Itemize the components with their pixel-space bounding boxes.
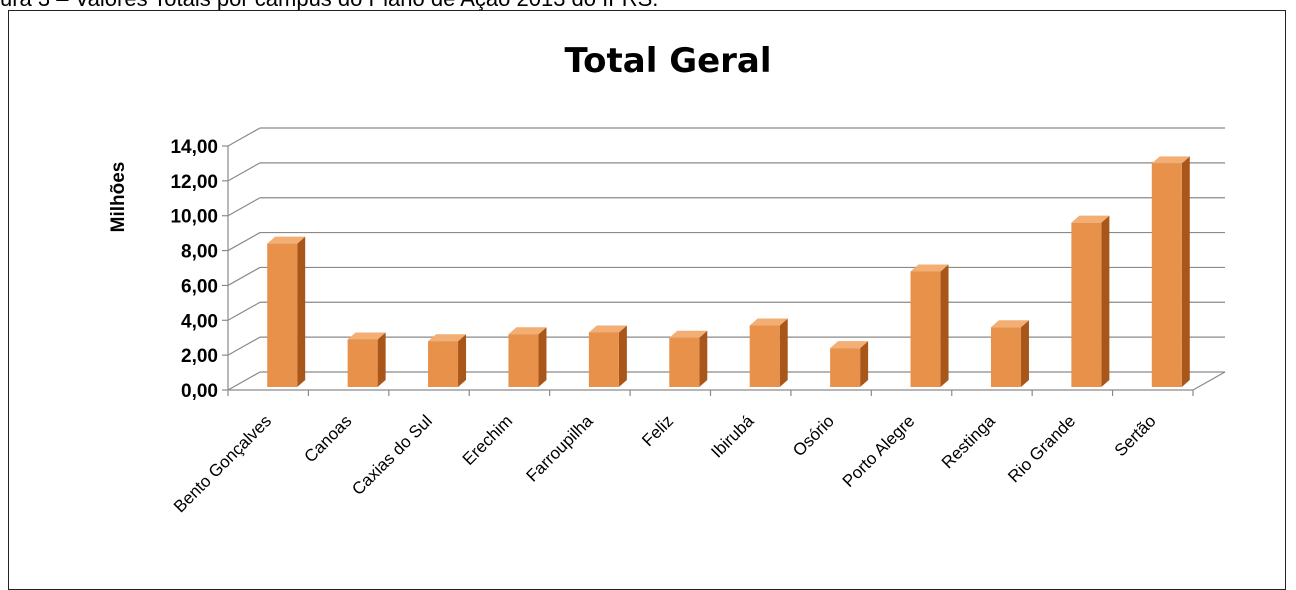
bar-front xyxy=(910,271,941,387)
x-category-label: Feliz xyxy=(638,411,677,450)
bar xyxy=(749,318,788,387)
bar-top xyxy=(1071,215,1110,223)
bar-top xyxy=(990,320,1029,328)
bar xyxy=(588,325,627,387)
bar-front xyxy=(267,243,298,387)
y-tick-label: 2,00 xyxy=(181,346,218,367)
grid-line-side xyxy=(227,127,261,147)
bar-top xyxy=(749,318,788,326)
bar xyxy=(267,236,306,387)
floor-edge xyxy=(1192,371,1226,391)
bar-side xyxy=(1181,156,1190,387)
bar-side xyxy=(1020,320,1029,387)
y-axis-label: Milhões xyxy=(108,162,129,233)
bar-side xyxy=(1101,215,1110,387)
x-category-label: Farroupilha xyxy=(522,411,597,486)
grid-line-side xyxy=(227,232,261,252)
x-category-label: Erechim xyxy=(459,411,517,469)
bar-top xyxy=(267,236,306,244)
bar-top xyxy=(347,332,386,340)
y-tick-label: 6,00 xyxy=(181,276,218,297)
bar-side xyxy=(779,318,788,387)
bar-front xyxy=(749,325,780,387)
bar-front xyxy=(508,334,539,387)
bar-side xyxy=(699,330,708,387)
grid-line-side xyxy=(227,266,261,286)
y-tick-label: 0,00 xyxy=(181,381,218,402)
grid-line-side xyxy=(227,371,261,391)
bar xyxy=(508,327,547,387)
grid-lines xyxy=(222,127,1226,396)
grid-line-side xyxy=(227,197,261,217)
y-tick-label: 8,00 xyxy=(181,242,218,263)
grid-line-side xyxy=(227,162,261,182)
x-category-label: Canoas xyxy=(301,411,356,466)
y-tick-label: 14,00 xyxy=(170,137,218,158)
x-category-label: Osório xyxy=(789,411,838,460)
bar-side xyxy=(618,325,627,387)
bar-top xyxy=(428,334,467,342)
bars xyxy=(267,156,1190,387)
bar-front xyxy=(1071,222,1102,387)
bar xyxy=(669,330,708,387)
bar-side xyxy=(860,341,869,387)
bar-top xyxy=(508,327,547,335)
bar xyxy=(428,334,467,387)
bar-top xyxy=(588,325,627,333)
y-tick-label: 10,00 xyxy=(170,207,218,228)
bar-side xyxy=(538,327,547,387)
bar xyxy=(830,341,869,387)
bar-front xyxy=(830,348,861,387)
bar-front xyxy=(347,339,378,387)
bar-side xyxy=(297,236,306,387)
x-category-label: Ibirubá xyxy=(707,411,758,462)
bar-top xyxy=(669,330,708,338)
x-category-label: Rio Grande xyxy=(1004,411,1079,486)
bar-front xyxy=(428,341,459,387)
bar-side xyxy=(940,264,949,387)
grid-line-side xyxy=(227,301,261,321)
bar-front xyxy=(669,337,700,387)
bar-top xyxy=(830,341,869,349)
bar xyxy=(1071,215,1110,387)
grid-line-side xyxy=(227,336,261,356)
x-category-label: Caxias do Sul xyxy=(348,411,436,499)
y-tick-label: 12,00 xyxy=(170,172,218,193)
x-category-label: Sertão xyxy=(1111,411,1160,460)
bar-side xyxy=(458,334,467,387)
bar xyxy=(347,332,386,387)
bar-top xyxy=(910,264,949,272)
bar-front xyxy=(588,332,619,387)
chart-title: Total Geral xyxy=(564,41,771,81)
bar-side xyxy=(377,332,386,387)
bar-chart: Total Geral Milhões 0,00 2,00 4,00 6,00 8,00… xyxy=(108,41,1226,516)
bar-front xyxy=(1151,163,1182,387)
bar xyxy=(910,264,949,387)
y-tick-labels: 0,00 2,00 4,00 6,00 8,00 10,00 12,00 14,00 xyxy=(170,137,218,402)
y-tick-label: 4,00 xyxy=(181,311,218,332)
bar xyxy=(990,320,1029,387)
bar-front xyxy=(990,327,1021,387)
x-category-label: Porto Alegre xyxy=(839,411,919,491)
x-category-label: Bento Gonçalves xyxy=(170,411,275,516)
bar xyxy=(1151,156,1190,387)
x-category-label: Restinga xyxy=(938,411,999,472)
figure-caption: ura 3 – Valores Totais por campus do Pla… xyxy=(0,0,658,12)
bar-top xyxy=(1151,156,1190,164)
